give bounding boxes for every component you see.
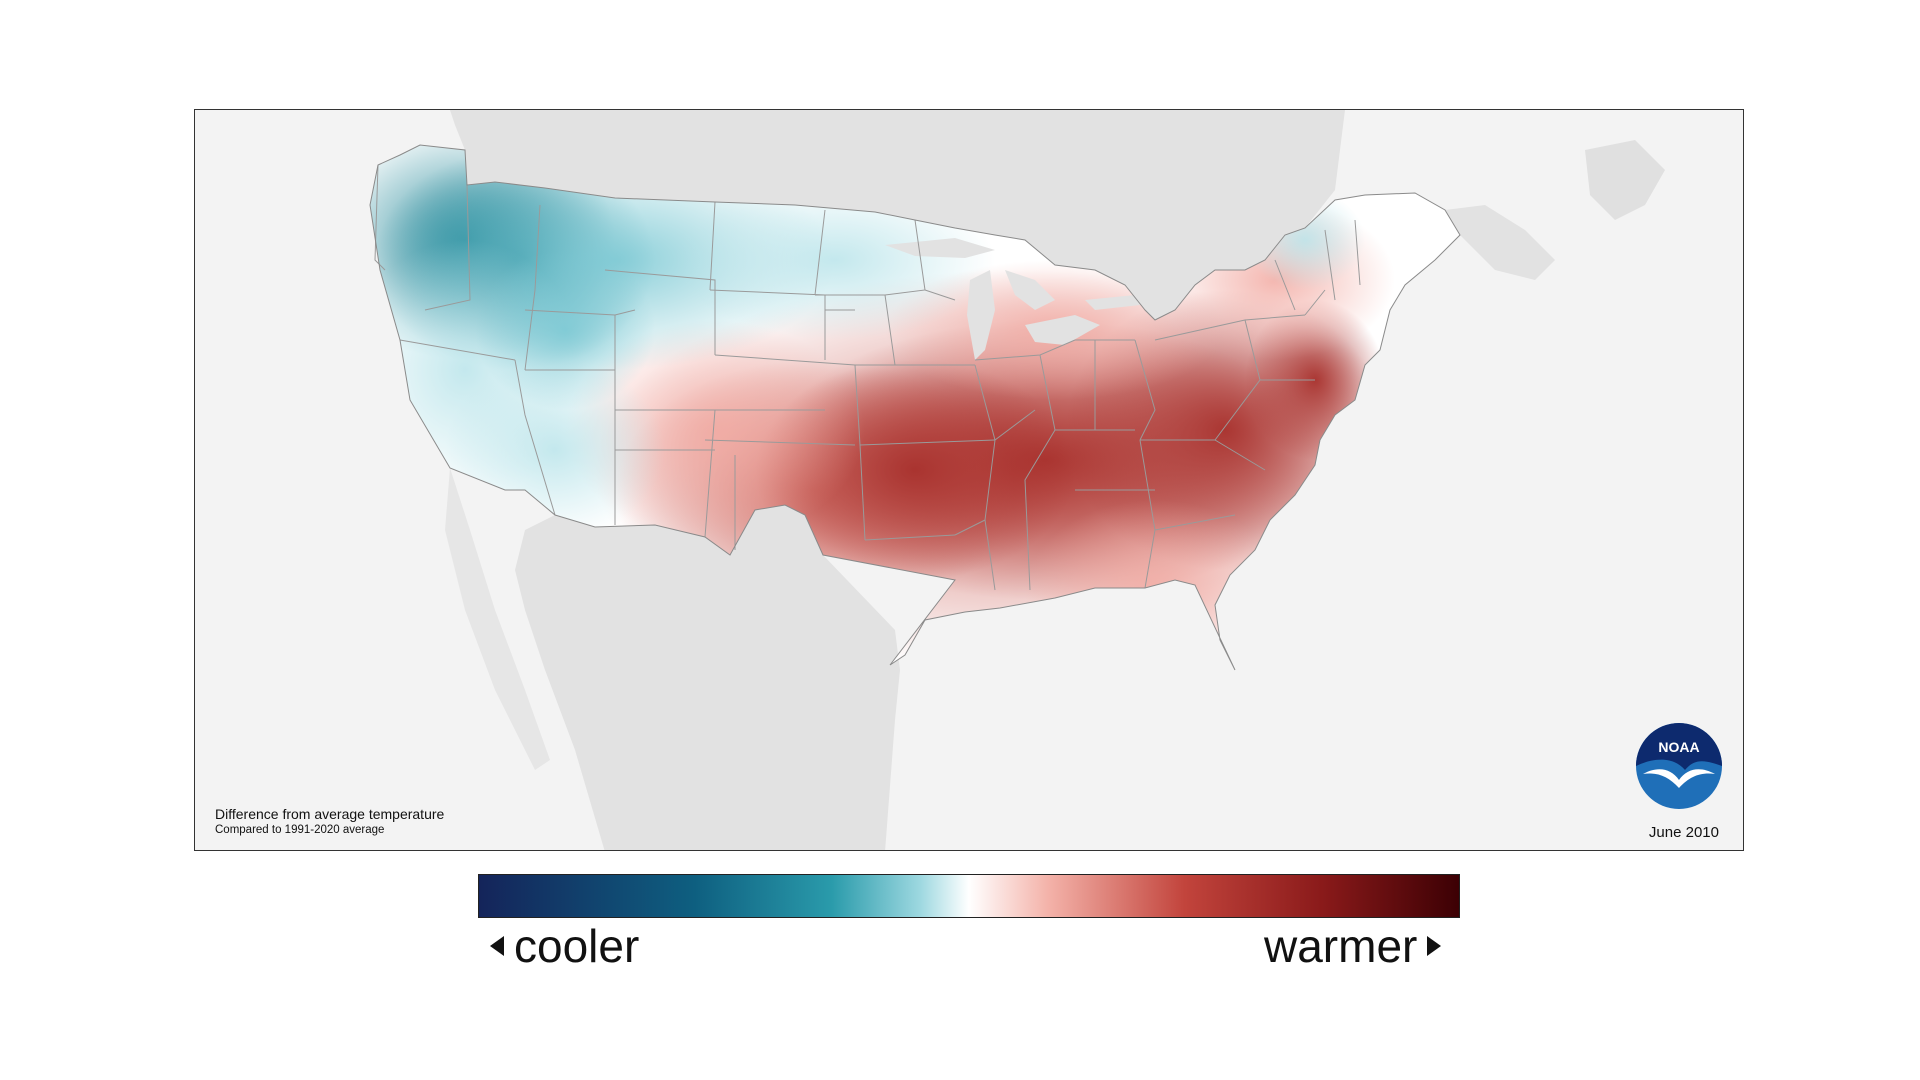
map-caption: Difference from average temperature Comp… bbox=[215, 805, 444, 838]
great-lakes bbox=[885, 238, 1140, 360]
baja-landmass bbox=[445, 468, 550, 770]
arrow-right-icon bbox=[1427, 936, 1442, 956]
legend-warmer: warmer bbox=[1264, 918, 1442, 974]
legend-cooler-label: cooler bbox=[514, 920, 640, 972]
state-borders bbox=[374, 164, 1361, 591]
map-frame: NOAA Difference from average temperature… bbox=[194, 109, 1744, 851]
mexico-landmass bbox=[515, 505, 900, 850]
legend-colorbar bbox=[478, 874, 1460, 918]
noaa-logo-text: NOAA bbox=[1658, 739, 1699, 755]
anomaly-field bbox=[370, 145, 1435, 670]
noaa-logo: NOAA bbox=[1635, 722, 1723, 810]
temperature-anomaly-map bbox=[369, 110, 1665, 850]
legend-cooler: cooler bbox=[490, 918, 639, 974]
caption-subtitle: Compared to 1991-2020 average bbox=[215, 824, 385, 837]
caption-title: Difference from average temperature bbox=[215, 805, 445, 822]
maritime-landmass bbox=[1445, 205, 1555, 280]
arrow-left-icon bbox=[490, 936, 504, 956]
newfoundland-landmass bbox=[1585, 140, 1665, 220]
legend-warmer-label: warmer bbox=[1264, 920, 1418, 972]
canada-landmass bbox=[450, 110, 1345, 320]
date-label: June 2010 bbox=[1648, 824, 1719, 841]
